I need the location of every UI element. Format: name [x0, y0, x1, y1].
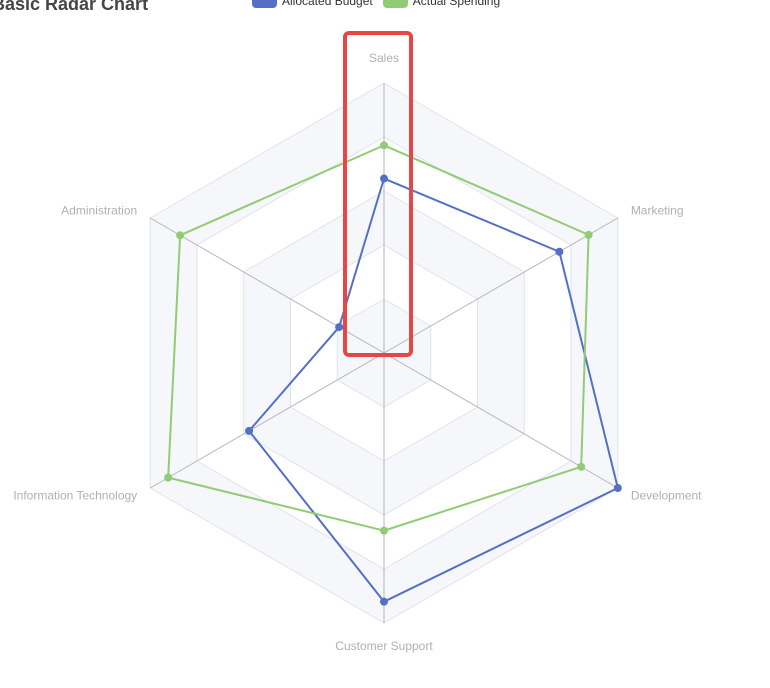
series-1-point-4: [164, 473, 173, 482]
series-0-point-4: [245, 426, 254, 435]
axis-line-4: [149, 352, 385, 489]
series-1-point-2: [577, 462, 586, 471]
axis-line-1: [383, 217, 619, 354]
series-0-point-3: [380, 597, 388, 606]
axis-label-3: Customer Support: [335, 639, 433, 653]
series-1-point-0: [380, 141, 388, 150]
series-0-point-0: [380, 174, 388, 183]
legend-label-actual: Actual Spending: [412, 0, 501, 8]
axis-label-0: Sales: [369, 51, 399, 65]
axis-label-1: Marketing: [631, 204, 684, 218]
legend: Allocated Budget Actual Spending: [252, 0, 510, 8]
chart-title: Basic Radar Chart: [0, 0, 149, 14]
series-1-point-5: [176, 231, 185, 240]
highlight-box: [343, 31, 413, 357]
legend-swatch-allocated: [252, 0, 277, 8]
series-1-point-3: [380, 526, 388, 535]
legend-label-allocated: Allocated Budget: [282, 0, 373, 8]
series-1-point-1: [584, 230, 593, 239]
axis-label-2: Development: [631, 489, 702, 503]
legend-item-actual[interactable]: Actual Spending: [382, 0, 501, 8]
legend-item-allocated[interactable]: Allocated Budget: [252, 0, 373, 8]
series-0-point-5: [335, 323, 344, 332]
series-0-point-1: [555, 247, 564, 256]
axis-label-5: Administration: [61, 204, 137, 218]
legend-swatch-actual: [382, 0, 408, 8]
axis-label-4: Information Technology: [13, 489, 137, 503]
series-0-point-2: [613, 484, 622, 492]
